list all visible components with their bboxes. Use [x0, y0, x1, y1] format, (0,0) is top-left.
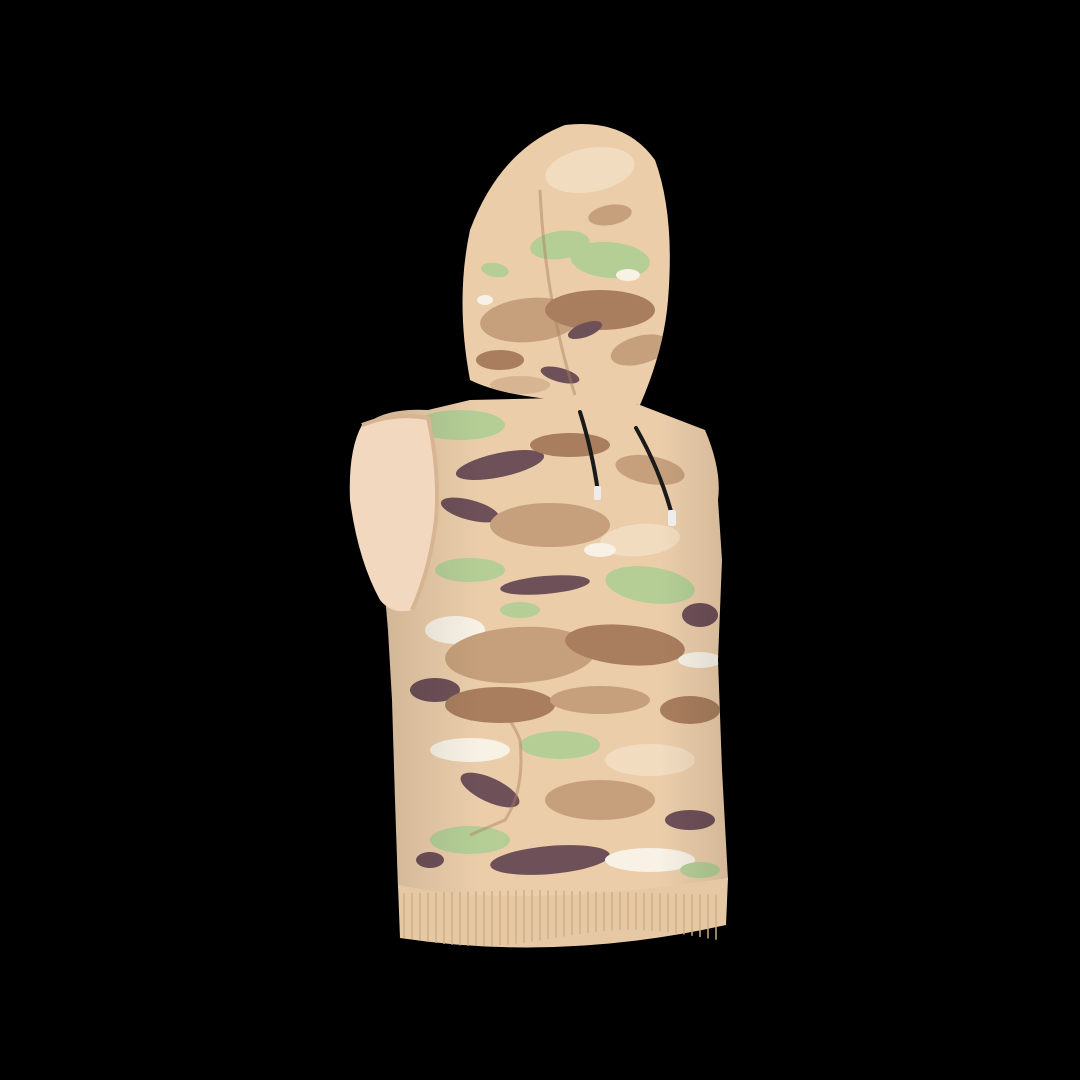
- camo-blob: [588, 204, 632, 226]
- camo-blob: [540, 366, 580, 384]
- left-armhole: [349, 416, 437, 612]
- ribbed-hem: [398, 878, 728, 948]
- camo-blob: [476, 350, 524, 370]
- camo-blob: [545, 146, 635, 194]
- camo-blob: [477, 295, 493, 305]
- camo-blob: [490, 376, 550, 394]
- aglet-right: [668, 510, 676, 526]
- drawstring-left: [578, 410, 600, 494]
- armhole-trim: [361, 414, 439, 611]
- kangaroo-pocket: [468, 707, 523, 837]
- camo-blob: [567, 320, 603, 340]
- drawstrings: [578, 410, 676, 526]
- hem-rib-lines: [403, 890, 717, 946]
- drawstring-right: [634, 426, 674, 517]
- camo-blob: [610, 334, 670, 366]
- camouflage-pattern-hood: [476, 146, 670, 394]
- camo-blob: [481, 262, 509, 278]
- aglet-left: [594, 486, 601, 500]
- camo-blob: [616, 269, 640, 281]
- hood-opening-edge: [538, 189, 577, 396]
- camo-blob: [545, 290, 655, 330]
